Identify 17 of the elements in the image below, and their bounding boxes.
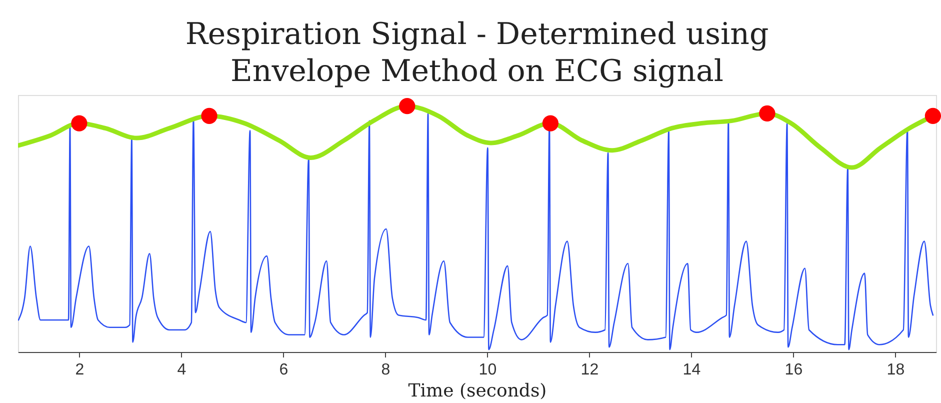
x-tick-label: 16 bbox=[784, 362, 803, 378]
x-tick-label: 10 bbox=[478, 362, 497, 378]
point bbox=[759, 105, 776, 122]
x-tick-label: 2 bbox=[75, 362, 84, 378]
point bbox=[71, 115, 88, 132]
point bbox=[542, 115, 558, 132]
point bbox=[924, 108, 941, 124]
point bbox=[201, 108, 218, 124]
x-tick-label: 14 bbox=[682, 362, 701, 378]
x-axis-title: Time (seconds) bbox=[408, 380, 547, 402]
x-tick-label: 6 bbox=[279, 362, 288, 378]
x-tick-label: 18 bbox=[886, 362, 905, 378]
chart-title: Respiration Signal - Determined using Envelope Method on ECG signal bbox=[185, 17, 769, 89]
x-tick-label: 4 bbox=[177, 362, 186, 378]
x-tick-label: 12 bbox=[580, 362, 599, 378]
point bbox=[399, 98, 416, 114]
x-tick-label: 8 bbox=[381, 362, 390, 378]
